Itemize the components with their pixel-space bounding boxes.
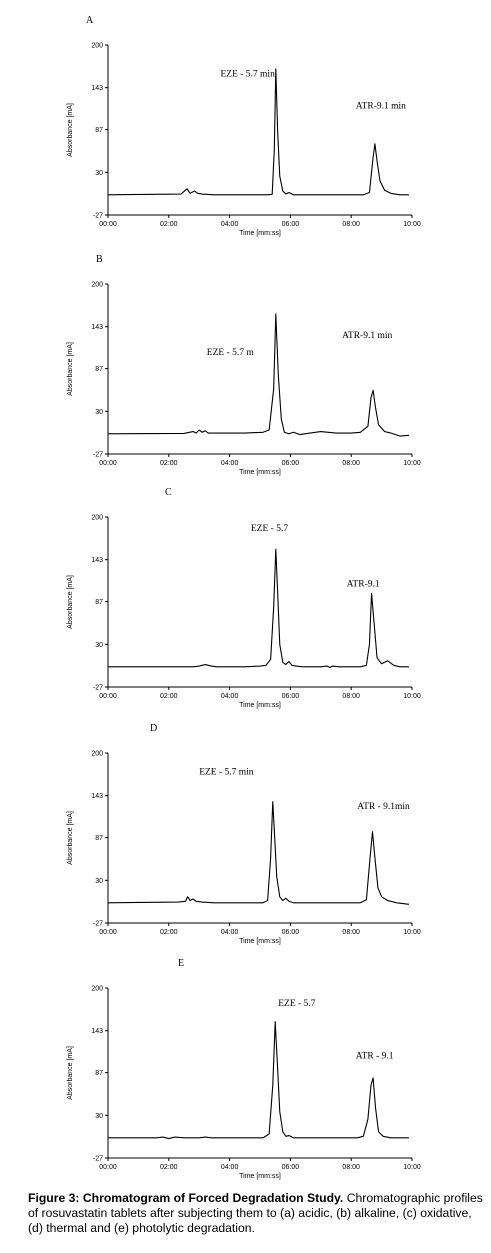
y-tick-label: 143 — [91, 793, 103, 800]
series-line — [107, 313, 410, 437]
x-tick-label: 00:00 — [99, 460, 117, 467]
panel-label: A — [86, 15, 94, 26]
y-tick-label: 87 — [95, 835, 103, 842]
x-tick-label: 02:00 — [160, 1164, 178, 1171]
x-tick-label: 10:00 — [403, 929, 421, 936]
x-tick-label: 10:00 — [403, 460, 421, 467]
peak-annotation: EZE - 5.7 min — [220, 69, 275, 79]
y-tick-label: 143 — [91, 1028, 103, 1035]
x-tick-label: 06:00 — [282, 929, 300, 936]
y-tick-label: 200 — [91, 43, 103, 50]
x-axis-label: Time [mm:ss] — [239, 702, 281, 709]
x-axis-label: Time [mm:ss] — [239, 938, 281, 945]
x-tick-label: 10:00 — [403, 1164, 421, 1171]
y-axis-label: Absorbance [mA] — [67, 342, 74, 396]
y-tick-label: 200 — [91, 515, 103, 522]
x-tick-label: 00:00 — [99, 693, 117, 700]
panel-label: D — [150, 723, 157, 734]
x-tick-label: 02:00 — [160, 693, 178, 700]
series-line — [108, 548, 409, 669]
x-tick-label: 02:00 — [160, 221, 178, 228]
y-tick-label: 143 — [91, 324, 103, 331]
x-tick-label: 04:00 — [221, 460, 239, 467]
figure-caption: Figure 3: Chromatogram of Forced Degrada… — [28, 1191, 483, 1236]
panel-label: E — [178, 958, 184, 969]
peak-annotation: ATR - 9.1min — [357, 802, 410, 812]
y-tick-label: 143 — [91, 557, 103, 564]
y-tick-label: 200 — [91, 986, 103, 993]
x-tick-label: 08:00 — [342, 1164, 360, 1171]
x-axis-label: Time [mm:ss] — [239, 1173, 281, 1180]
x-tick-label: 06:00 — [282, 460, 300, 467]
panel-label: C — [165, 487, 172, 498]
peak-annotation: ATR - 9.1 — [356, 1051, 394, 1061]
peak-annotation: ATR-9.1 min — [342, 331, 392, 341]
x-tick-label: 08:00 — [342, 693, 360, 700]
y-axis-label: Absorbance [mA] — [67, 575, 74, 629]
y-tick-label: -27 — [93, 921, 103, 928]
x-tick-label: 00:00 — [99, 1164, 117, 1171]
y-tick-label: -27 — [93, 452, 103, 459]
y-tick-label: 87 — [95, 599, 103, 606]
series-line — [107, 68, 409, 196]
y-axis-label: Absorbance [mA] — [67, 103, 74, 157]
series-line — [107, 801, 410, 905]
peak-annotation: EZE - 5.7 — [251, 524, 288, 534]
x-tick-label: 02:00 — [160, 929, 178, 936]
peak-annotation: EZE - 5.7 min — [199, 768, 254, 778]
x-axis-label: Time [mm:ss] — [239, 230, 281, 237]
x-tick-label: 04:00 — [221, 221, 239, 228]
x-tick-label: 06:00 — [282, 693, 300, 700]
x-tick-label: 10:00 — [403, 693, 421, 700]
caption-text: Chromatographic profiles of rosuvastatin… — [28, 1191, 483, 1235]
y-tick-label: -27 — [93, 1156, 103, 1163]
y-axis-label: Absorbance [mA] — [67, 1046, 74, 1100]
peak-annotation: EZE - 5.7 m — [207, 348, 255, 358]
x-tick-label: 04:00 — [221, 1164, 239, 1171]
y-tick-label: 200 — [91, 282, 103, 289]
x-tick-label: 10:00 — [403, 221, 421, 228]
caption-title: Figure 3: Chromatogram of Forced Degrada… — [28, 1191, 344, 1205]
x-tick-label: 06:00 — [282, 221, 300, 228]
x-tick-label: 06:00 — [282, 1164, 300, 1171]
x-axis-label: Time [mm:ss] — [239, 469, 281, 476]
x-tick-label: 00:00 — [99, 221, 117, 228]
y-tick-label: -27 — [93, 685, 103, 692]
peak-annotation: ATR-9.1 — [347, 580, 380, 590]
y-tick-label: 30 — [95, 642, 103, 649]
y-tick-label: 30 — [95, 409, 103, 416]
y-tick-label: 30 — [95, 170, 103, 177]
x-tick-label: 04:00 — [221, 929, 239, 936]
peak-annotation: ATR-9.1 min — [356, 102, 406, 112]
x-tick-label: 00:00 — [99, 929, 117, 936]
x-tick-label: 04:00 — [221, 693, 239, 700]
y-tick-label: 200 — [91, 751, 103, 758]
y-tick-label: 87 — [95, 127, 103, 134]
y-tick-label: 87 — [95, 1070, 103, 1077]
y-tick-label: 143 — [91, 85, 103, 92]
peak-annotation: EZE - 5.7 — [278, 999, 315, 1009]
x-tick-label: 08:00 — [342, 221, 360, 228]
x-tick-label: 08:00 — [342, 929, 360, 936]
y-tick-label: 87 — [95, 366, 103, 373]
panel-label: B — [96, 254, 103, 265]
x-tick-label: 02:00 — [160, 460, 178, 467]
y-tick-label: 30 — [95, 878, 103, 885]
series-line — [108, 1021, 409, 1140]
y-tick-label: -27 — [93, 213, 103, 220]
x-tick-label: 08:00 — [342, 460, 360, 467]
y-axis-label: Absorbance [mA] — [67, 811, 74, 865]
y-tick-label: 30 — [95, 1113, 103, 1120]
